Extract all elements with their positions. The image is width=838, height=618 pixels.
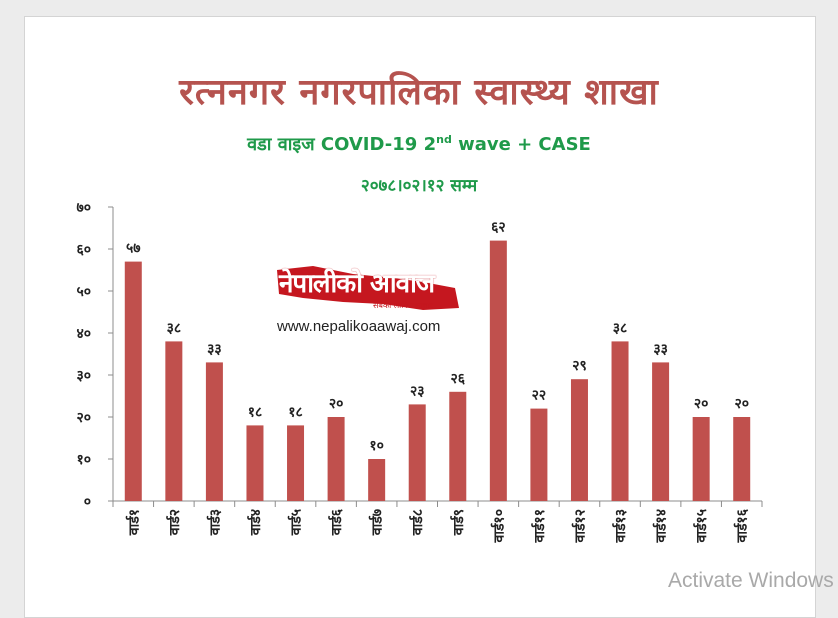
x-tick-label: वार्ड२ xyxy=(166,509,183,536)
bar xyxy=(368,459,386,501)
bar xyxy=(287,425,305,501)
y-tick-label: ७० xyxy=(76,200,91,216)
activation-watermark: Activate Windows xyxy=(668,569,834,592)
bar-value-label: १८ xyxy=(248,404,263,420)
y-tick-label: ६० xyxy=(76,242,91,258)
bar-value-label: २२ xyxy=(532,388,547,404)
y-tick-label: ४० xyxy=(76,326,91,342)
logo-url: www.nepalikoaawaj.com xyxy=(277,318,441,335)
bar xyxy=(570,379,588,501)
bar xyxy=(449,391,467,501)
bar-value-label: २० xyxy=(734,396,749,412)
bar xyxy=(205,362,223,501)
bar xyxy=(530,408,548,501)
bar xyxy=(733,417,751,501)
x-tick-label: वार्ड१२ xyxy=(571,509,588,543)
bar-value-label: ३८ xyxy=(613,320,628,336)
bar-value-label: १० xyxy=(369,438,384,454)
bar-value-label: २० xyxy=(694,396,709,412)
x-tick-label: वार्ड३ xyxy=(206,509,223,536)
bar xyxy=(611,341,629,501)
bar-value-label: ३३ xyxy=(653,341,668,357)
bar xyxy=(652,362,670,501)
logo-map-shape xyxy=(277,266,459,310)
y-tick-label: ५० xyxy=(76,284,91,300)
bar-value-label: ३८ xyxy=(167,320,182,336)
y-tick-label: ३० xyxy=(76,368,91,384)
bar-value-label: २० xyxy=(329,396,344,412)
chart-title: रत्ननगर नगरपालिका स्वास्थ्य शाखा xyxy=(179,72,659,113)
x-tick-label: वार्ड१३ xyxy=(612,509,629,543)
bar xyxy=(692,417,710,501)
x-tick-label: वार्ड५ xyxy=(288,509,305,536)
chart-date: २०७८।०२।१२ सम्म xyxy=(360,176,478,196)
bar-value-label: २३ xyxy=(410,383,425,399)
bar-value-label: १८ xyxy=(288,404,303,420)
y-tick-label: २० xyxy=(76,410,91,426)
bar xyxy=(327,417,345,501)
x-tick-label: वार्ड६ xyxy=(328,508,345,536)
bar xyxy=(489,240,507,501)
subtitle-end: wave + CASE xyxy=(451,134,591,155)
bar-value-label: ५७ xyxy=(126,241,141,257)
x-tick-label: वार्ड१ xyxy=(125,509,142,536)
x-tick-label: वार्ड११ xyxy=(531,509,548,543)
x-tick-label: वार्ड१६ xyxy=(734,508,751,543)
bar xyxy=(165,341,183,501)
x-tick-label: वार्ड७ xyxy=(369,509,386,536)
bar-value-label: २९ xyxy=(572,358,587,374)
bar xyxy=(124,261,142,501)
y-tick-label: ० xyxy=(84,494,91,510)
x-tick-label: वार्ड१० xyxy=(490,509,507,543)
bar-value-label: ६२ xyxy=(491,220,506,236)
subtitle-superscript: nd xyxy=(436,133,452,146)
chart-subtitle: वडा वाइज COVID-19 2nd wave + CASE xyxy=(0,132,838,156)
x-tick-label: वार्ड८ xyxy=(409,509,426,536)
chart-area xyxy=(24,16,816,618)
x-tick-label: वार्ड१५ xyxy=(693,509,710,543)
bar-value-label: २६ xyxy=(451,371,466,387)
bar xyxy=(246,425,264,501)
y-tick-label: १० xyxy=(76,452,91,468)
logo: नेपालीको आवाज सबैका लागि समाचार www.nepa… xyxy=(273,264,463,340)
bar xyxy=(408,404,426,501)
logo-tagline: सबैका लागि समाचार xyxy=(373,301,434,310)
x-tick-label: वार्ड१४ xyxy=(653,509,670,543)
bar-value-label: ३३ xyxy=(207,341,222,357)
x-tick-label: वार्ड४ xyxy=(247,509,264,536)
subtitle-main: वडा वाइज COVID-19 2 xyxy=(247,134,437,155)
x-tick-label: वार्ड९ xyxy=(450,509,467,536)
logo-name: नेपालीको आवाज xyxy=(279,269,435,299)
